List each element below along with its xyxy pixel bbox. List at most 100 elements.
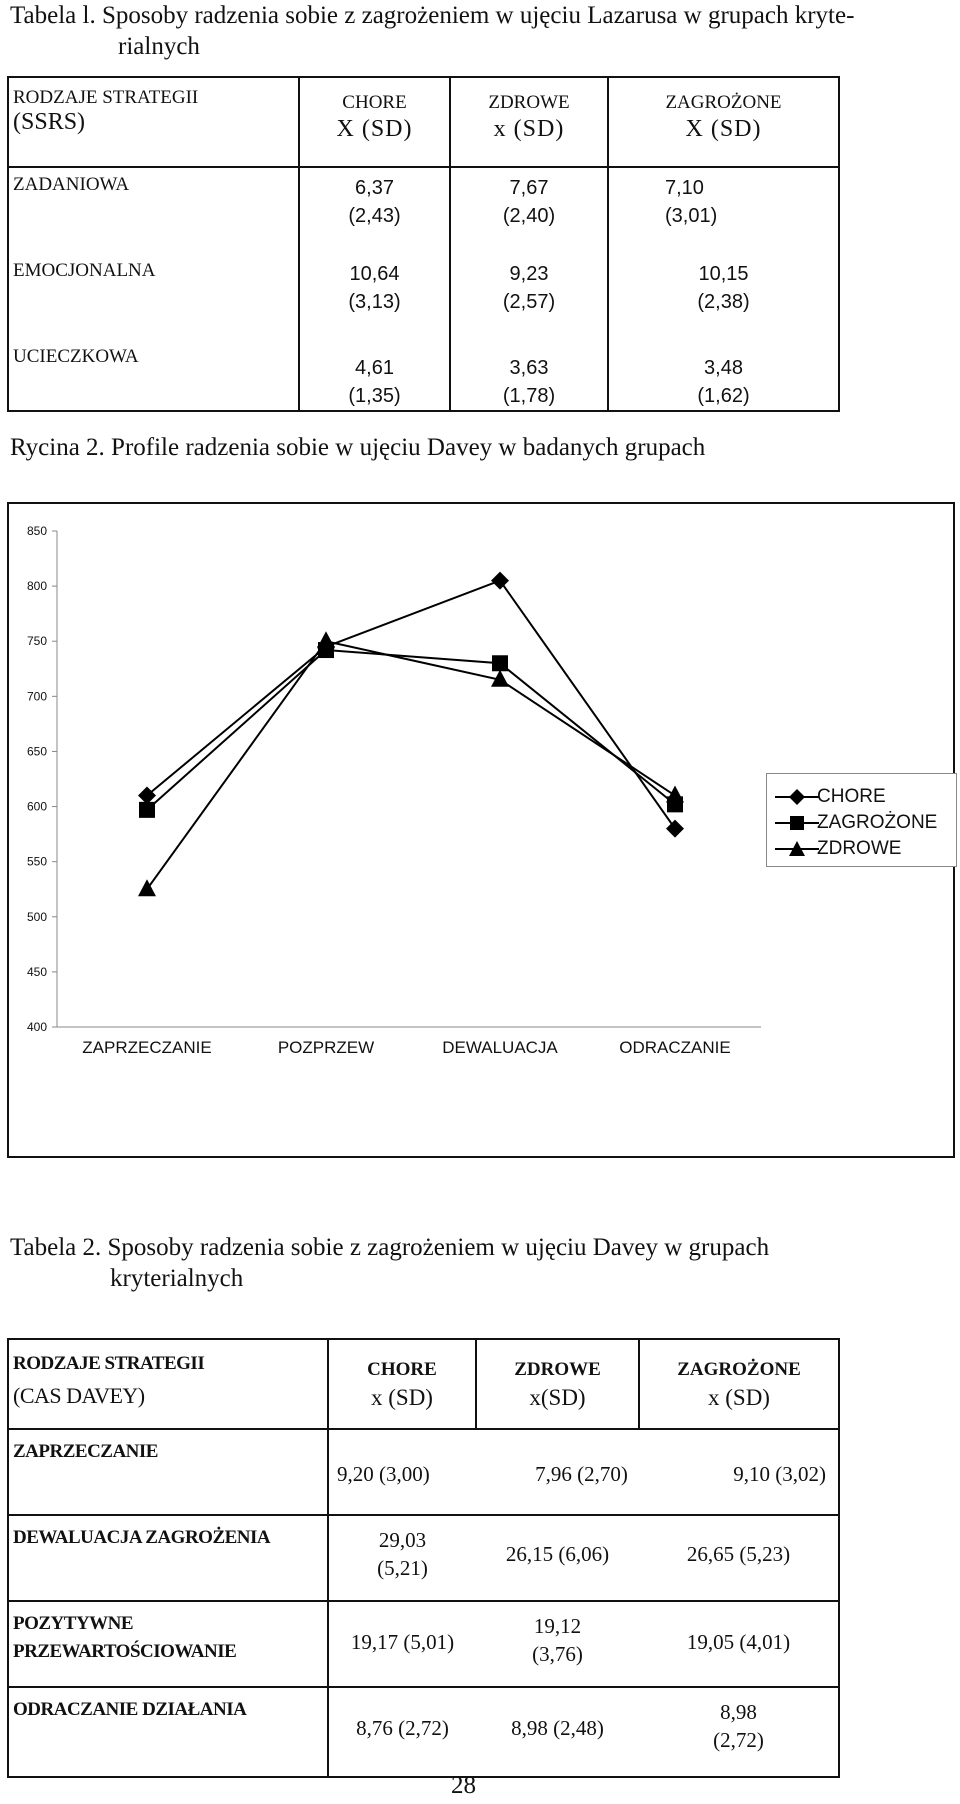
y-tick-label: 650 — [27, 744, 47, 758]
chart-svg: 400 450 500 550 600 650 700 750 800 850 ZAPRZECZAN… — [27, 524, 761, 1057]
y-tick-label: 450 — [27, 965, 47, 979]
table2-header-label-line2: (CAS DAVEY) — [13, 1383, 145, 1408]
table1-header-label-line1: RODZAJE STRATEGII — [13, 87, 199, 108]
y-tick-label: 500 — [27, 910, 47, 924]
table2-header-label-line1: RODZAJE STRATEGII — [13, 1353, 205, 1374]
table-cell: 3,63 (1,78) — [449, 340, 609, 412]
table1-col-name: ZAGROŻONE — [665, 92, 782, 113]
y-tick-label: 700 — [27, 689, 47, 703]
table-row: UCIECZKOWA 4,61 (1,35) 3,63 (1,78) 3,48 (1,… — [7, 340, 840, 412]
legend-label: ZAGROŻONE — [817, 812, 938, 833]
table2-caption: Tabela 2. Sposoby radzenia sobie z zagro… — [10, 1232, 940, 1294]
data-point — [491, 669, 509, 687]
table1: RODZAJE STRATEGII (SSRS) CHORE X (SD) ZD… — [7, 76, 840, 412]
data-point — [317, 631, 335, 649]
row-label: UCIECZKOWA — [7, 340, 300, 412]
table2: RODZAJE STRATEGII (CAS DAVEY) CHORE x (S… — [7, 1338, 840, 1778]
data-point — [138, 879, 156, 897]
table-cell: 10,15 (2,38) — [607, 254, 840, 340]
table-cell: 9,23 (2,57) — [449, 254, 609, 340]
table-cell: 19,05 (4,01) — [639, 1600, 840, 1688]
x-tick-label: DEWALUACJA — [442, 1038, 558, 1057]
data-point — [138, 786, 156, 805]
y-tick-label: 600 — [27, 800, 47, 814]
table2-col-chore: CHORE x (SD) — [327, 1338, 477, 1430]
row-label: EMOCJONALNA — [7, 254, 300, 340]
table-cell: 3,48 (1,62) — [607, 340, 840, 412]
table2-header-label: RODZAJE STRATEGII (CAS DAVEY) — [7, 1338, 329, 1430]
data-point — [492, 655, 508, 672]
row-label: ZADANIOWA — [7, 167, 300, 254]
data-point — [139, 801, 155, 818]
figure-caption: Rycina 2. Profile radzenia sobie w ujęci… — [10, 434, 706, 461]
table1-header-label: RODZAJE STRATEGII (SSRS) — [7, 76, 300, 168]
chart-legend: CHORE ZAGROŻONE ZDROWE — [766, 773, 957, 867]
data-point — [491, 571, 509, 590]
table-row: ZADANIOWA 6,37 (2,43) 7,67 (2,40) 7,10 (3,0… — [7, 167, 840, 254]
table-cell: 9,20 (3,00) — [337, 1462, 430, 1486]
table-cell: 19,17 (5,01) — [327, 1600, 476, 1688]
table2-col-zdrowe: ZDROWE x(SD) — [475, 1338, 640, 1430]
legend-label: CHORE — [817, 786, 886, 807]
table-row: ZAPRZECZANIE 9,20 (3,00) 7,96 (2,70) 9,1… — [7, 1428, 840, 1516]
line-chart: 400 450 500 550 600 650 700 750 800 850 ZAPRZECZAN… — [7, 502, 957, 1158]
data-point — [666, 819, 684, 838]
table2-caption-line2: kryterialnych — [110, 1265, 244, 1292]
table1-col-chore: CHORE X (SD) — [298, 76, 451, 168]
series-line-zdrowe — [146, 640, 676, 890]
table-cell: 26,15 (6,06) — [476, 1514, 639, 1602]
data-point — [666, 785, 684, 803]
table1-col-sub: X (SD) — [685, 116, 762, 142]
y-tick-label: 800 — [27, 579, 47, 593]
y-tick-label: 550 — [27, 855, 47, 869]
table1-col-sub: x (SD) — [493, 116, 565, 142]
triangle-marker-icon — [775, 841, 819, 856]
legend-item-zagrozone: ZAGROŻONE — [767, 810, 956, 836]
legend-item-chore: CHORE — [767, 784, 956, 810]
table1-col-name: ZDROWE — [488, 92, 570, 113]
row-label: POZYTYWNE PRZEWARTOŚCIOWANIE — [7, 1600, 329, 1688]
square-marker-icon — [775, 816, 819, 830]
table-cell: 6,37 (2,43) — [298, 167, 451, 254]
row-label: ODRACZANIE DZIAŁANIA — [7, 1686, 329, 1778]
table-cell: 29,03 (5,21) — [327, 1514, 476, 1602]
y-tick-label: 400 — [27, 1020, 47, 1034]
x-tick-label: ZAPRZECZANIE — [82, 1038, 211, 1057]
table-row: ODRACZANIE DZIAŁANIA 8,76 (2,72) 8,98 (2… — [7, 1686, 840, 1778]
table-cell: 7,96 (2,70) — [535, 1462, 628, 1486]
table-cell: 7,10 (3,01) — [607, 167, 840, 254]
series-line-zagrożone — [146, 649, 676, 811]
table1-caption-line1: Tabela l. Sposoby radzenia sobie z zagro… — [10, 2, 855, 29]
table-row: DEWALUACJA ZAGROŻENIA 29,03 (5,21) 26,15 … — [7, 1514, 840, 1602]
table-row-values: 9,20 (3,00) 7,96 (2,70) 9,10 (3,02) — [327, 1428, 840, 1516]
y-tick-label: 850 — [27, 524, 47, 538]
table1-col-name: CHORE — [342, 92, 407, 113]
x-tick-label: POZPRZEW — [278, 1038, 374, 1057]
page-number: 28 — [451, 1772, 476, 1799]
legend-item-zdrowe: ZDROWE — [767, 836, 956, 862]
table1-col-zdrowe: ZDROWE x (SD) — [449, 76, 609, 168]
table2-caption-line1: Tabela 2. Sposoby radzenia sobie z zagro… — [10, 1234, 770, 1261]
table1-col-sub: X (SD) — [336, 116, 413, 142]
table-cell: 26,65 (5,23) — [639, 1514, 840, 1602]
table2-col-zagrozone: ZAGROŻONE x (SD) — [638, 1338, 840, 1430]
series-line-chore — [146, 579, 676, 830]
table1-caption: Tabela l. Sposoby radzenia sobie z zagro… — [10, 0, 940, 62]
table-cell: 8,76 (2,72) — [327, 1686, 476, 1778]
table-cell: 8,98 (2,72) — [639, 1686, 840, 1778]
table-cell: 10,64 (3,13) — [298, 254, 451, 340]
table-cell: 19,12 (3,76) — [476, 1600, 639, 1688]
table-cell: 7,67 (2,40) — [449, 167, 609, 254]
table-row: EMOCJONALNA 10,64 (3,13) 9,23 (2,57) 10,15… — [7, 254, 840, 340]
table-cell: 9,10 (3,02) — [733, 1462, 826, 1486]
table-cell: 8,98 (2,48) — [476, 1686, 639, 1778]
table1-caption-line2: rialnych — [118, 33, 200, 60]
diamond-marker-icon — [775, 789, 819, 805]
y-tick-label: 750 — [27, 634, 47, 648]
table-row: POZYTYWNE PRZEWARTOŚCIOWANIE 19,17 (5,01)… — [7, 1600, 840, 1688]
table1-header-label-line2: (SSRS) — [13, 109, 86, 135]
table1-col-zagrozone: ZAGROŻONE X (SD) — [607, 76, 840, 168]
row-label: ZAPRZECZANIE — [7, 1428, 329, 1516]
table-cell: 4,61 (1,35) — [298, 340, 451, 412]
legend-label: ZDROWE — [817, 838, 902, 859]
